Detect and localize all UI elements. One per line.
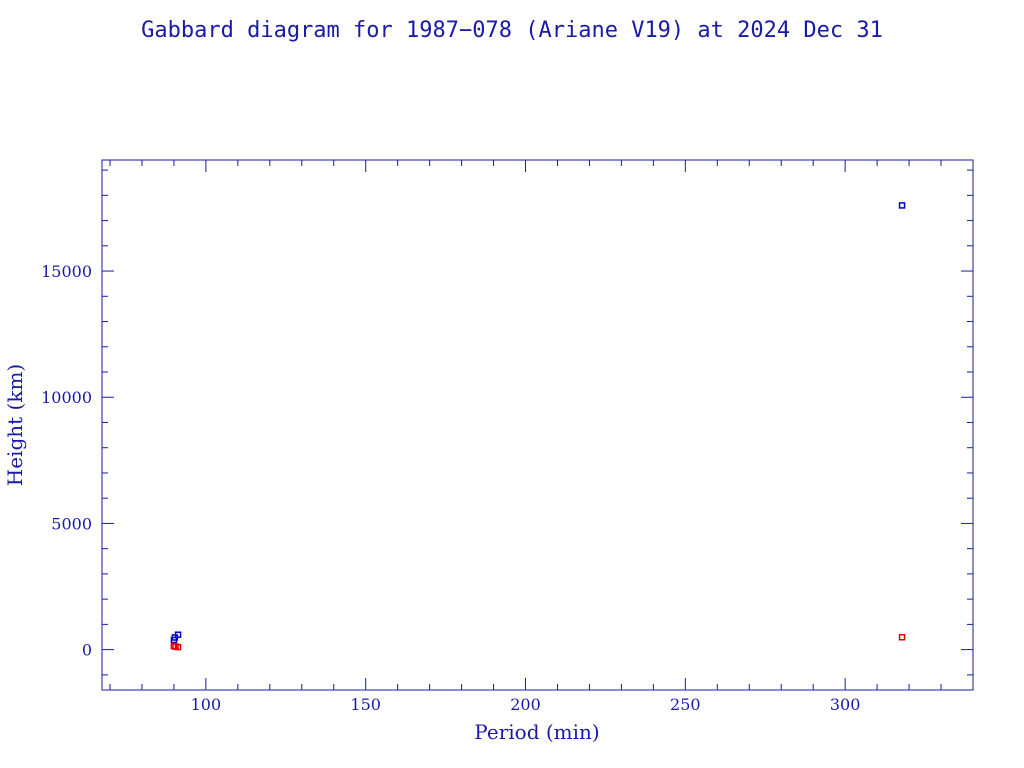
data-point: [174, 631, 182, 638]
y-axis-label: Height (km): [3, 364, 27, 486]
x-tick-label: 150: [350, 695, 381, 714]
data-point: [898, 202, 906, 209]
data-points: [170, 202, 906, 651]
data-point: [174, 643, 182, 651]
y-tick-label: 5000: [51, 514, 92, 533]
y-tick-label: 10000: [41, 388, 92, 407]
x-tick-label: 250: [670, 695, 701, 714]
x-tick-label: 300: [830, 695, 861, 714]
data-point: [898, 634, 906, 641]
x-tick-label: 100: [191, 695, 222, 714]
x-axis-label: Period (min): [474, 720, 599, 744]
x-tick-label: 200: [510, 695, 541, 714]
chart-title: Gabbard diagram for 1987−078 (Ariane V19…: [141, 18, 883, 43]
y-tick-label: 15000: [41, 262, 92, 281]
tick-labels: 100 150 200 250 300 0 5000 10000 15000: [41, 262, 860, 714]
y-tick-label: 0: [82, 641, 92, 660]
plot-frame: [101, 159, 974, 691]
axis-ticks: [102, 160, 974, 690]
